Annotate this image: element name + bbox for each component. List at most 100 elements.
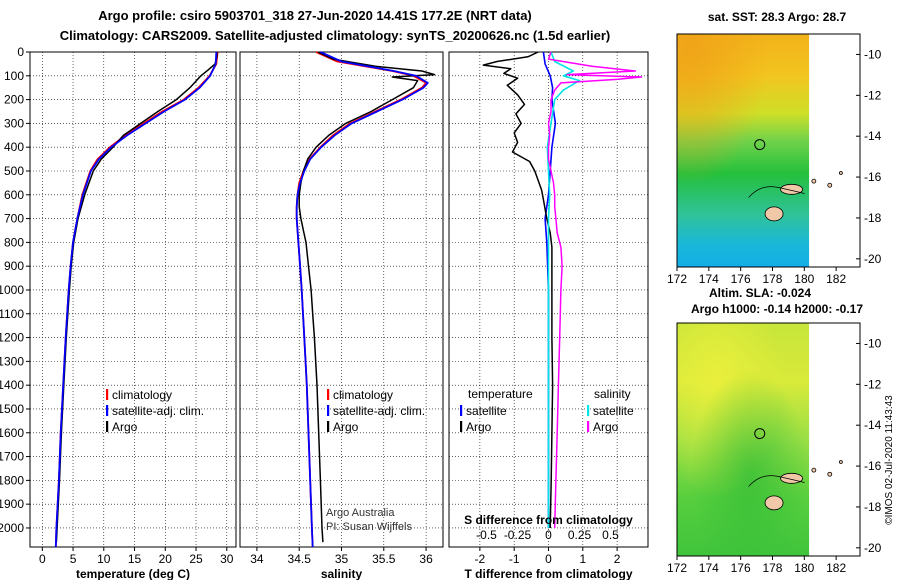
figure-title-line1: Argo profile: csiro 5903701_318 27-Jun-2…	[98, 8, 532, 23]
map-y-tick-label: -12	[864, 88, 882, 102]
legend-swatch	[587, 405, 590, 416]
y-tick-label: 1300	[0, 354, 24, 368]
map-y-tick-label: -16	[864, 170, 882, 184]
y-tick-label: 1500	[0, 402, 24, 416]
map-y-tick-label: -18	[864, 500, 882, 514]
x-tick-label: 5	[70, 552, 77, 566]
s-tick-label: 0	[545, 528, 552, 542]
y-tick-label: 600	[4, 188, 24, 202]
x-axis-label: temperature (deg C)	[76, 567, 190, 580]
x-tick-label: 36	[419, 552, 433, 566]
legend-label: satellite-adj. clim.	[333, 404, 425, 418]
legend-swatch	[106, 421, 109, 432]
x-tick-label: -2	[475, 552, 486, 566]
s-tick-label: -0.25	[504, 528, 532, 542]
y-tick-label: 100	[4, 69, 24, 83]
legend-label: satellite	[466, 404, 507, 418]
float-position-marker	[754, 139, 766, 151]
y-tick-label: 200	[4, 93, 24, 107]
legend-label: climatology	[112, 388, 172, 402]
legend-label: Argo	[466, 420, 492, 434]
map-x-tick-label: 182	[826, 272, 846, 286]
sst-map-panel: sat. SST: 28.3 Argo: 28.7 172 174 176 178 180…	[667, 10, 882, 286]
coastline-contour	[748, 475, 805, 487]
x-tick-label: 20	[159, 552, 173, 566]
x-tick-label: -1	[509, 552, 520, 566]
legend-swatch	[460, 405, 463, 416]
map-y-tick-label: -20	[864, 252, 882, 266]
s-tick-label: 0.25	[568, 528, 592, 542]
map-field-overlay	[677, 34, 810, 267]
legend-swatch	[587, 421, 590, 432]
x-tick-label: 0	[39, 552, 46, 566]
x-tick-label: 1	[579, 552, 586, 566]
x-tick-label: 34.5	[288, 552, 312, 566]
island-shape	[764, 495, 784, 511]
s-tick-label: 0.5	[602, 528, 619, 542]
x-axis-label: salinity	[321, 567, 363, 580]
legend-label: satellite	[593, 404, 634, 418]
sla-map-title-line2: Argo h1000: -0.14 h2000: -0.17	[691, 302, 863, 316]
island-shape	[827, 182, 833, 188]
legend-swatch	[327, 389, 330, 400]
legend-label: Argo	[333, 420, 359, 434]
map-y-tick-label: -16	[864, 459, 882, 473]
series-line-t-argo	[482, 51, 554, 529]
map-x-tick-label: 172	[667, 561, 687, 575]
map-field-overlay	[677, 323, 810, 556]
x-tick-label: 0	[545, 552, 552, 566]
map-border	[676, 33, 861, 268]
sla-map-title-line1: Altim. SLA: -0.024	[709, 286, 811, 300]
float-position-marker	[754, 428, 766, 440]
temperature-profile-panel: 0 5 10 15 20 25 30 temperature (deg C) 0 100 200 30…	[0, 45, 237, 581]
legend-swatch	[106, 405, 109, 416]
y-tick-label: 400	[4, 140, 24, 154]
x-tick-label: 34	[250, 552, 264, 566]
x-axis-label: T difference from climatology	[464, 567, 632, 580]
legend-title-temperature: temperature	[468, 387, 533, 401]
x-tick-label: 35	[335, 552, 349, 566]
map-y-tick-label: -12	[864, 377, 882, 391]
legend-title-salinity: salinity	[594, 387, 631, 401]
plot-frame	[29, 51, 237, 548]
legend-swatch	[460, 421, 463, 432]
legend-swatch	[327, 421, 330, 432]
map-y-tick-label: -10	[864, 47, 882, 61]
map-x-tick-label: 174	[699, 561, 719, 575]
credit-line2: PI: Susan Wijffels	[326, 521, 412, 533]
x-tick-label: 10	[97, 552, 111, 566]
legend-label: Argo	[112, 420, 138, 434]
y-tick-label: 1100	[0, 307, 24, 321]
map-x-tick-label: 176	[731, 272, 751, 286]
map-x-tick-label: 180	[794, 272, 814, 286]
y-tick-label: 0	[17, 45, 24, 59]
sla-map-panel: Altim. SLA: -0.024 Argo h1000: -0.14 h200…	[667, 286, 882, 575]
island-shape	[811, 178, 817, 184]
imos-timestamp: ©IMOS 02-Jul-2020 11:43:43	[884, 395, 895, 525]
y-tick-label: 700	[4, 212, 24, 226]
figure-title: Argo profile: csiro 5903701_318 27-Jun-2…	[60, 8, 611, 43]
y-tick-label: 300	[4, 116, 24, 130]
s-tick-label: -0.5	[476, 528, 497, 542]
sst-map-title: sat. SST: 28.3 Argo: 28.7	[708, 10, 847, 24]
x-tick-label: 2	[614, 552, 621, 566]
salinity-profile-panel: 34 34.5 35 35.5 36 salinity climatology satelli…	[239, 51, 444, 581]
coastline-contour	[748, 186, 805, 198]
y-tick-label: 1400	[0, 378, 24, 392]
x-tick-label: 30	[220, 552, 234, 566]
legend-label: satellite-adj. clim.	[112, 404, 204, 418]
map-x-tick-label: 178	[762, 561, 782, 575]
y-tick-label: 1900	[0, 497, 24, 511]
y-tick-label: 1200	[0, 331, 24, 345]
map-x-tick-label: 178	[762, 272, 782, 286]
map-border	[676, 322, 861, 557]
island-shape	[780, 183, 803, 195]
y-tick-label: 500	[4, 164, 24, 178]
y-tick-label: 1700	[0, 450, 24, 464]
island-shape	[827, 471, 833, 477]
series-line-satellite-adj	[295, 51, 429, 548]
map-y-tick-label: -18	[864, 211, 882, 225]
series-line-s-argo	[547, 51, 643, 529]
map-y-tick-label: -14	[864, 418, 882, 432]
